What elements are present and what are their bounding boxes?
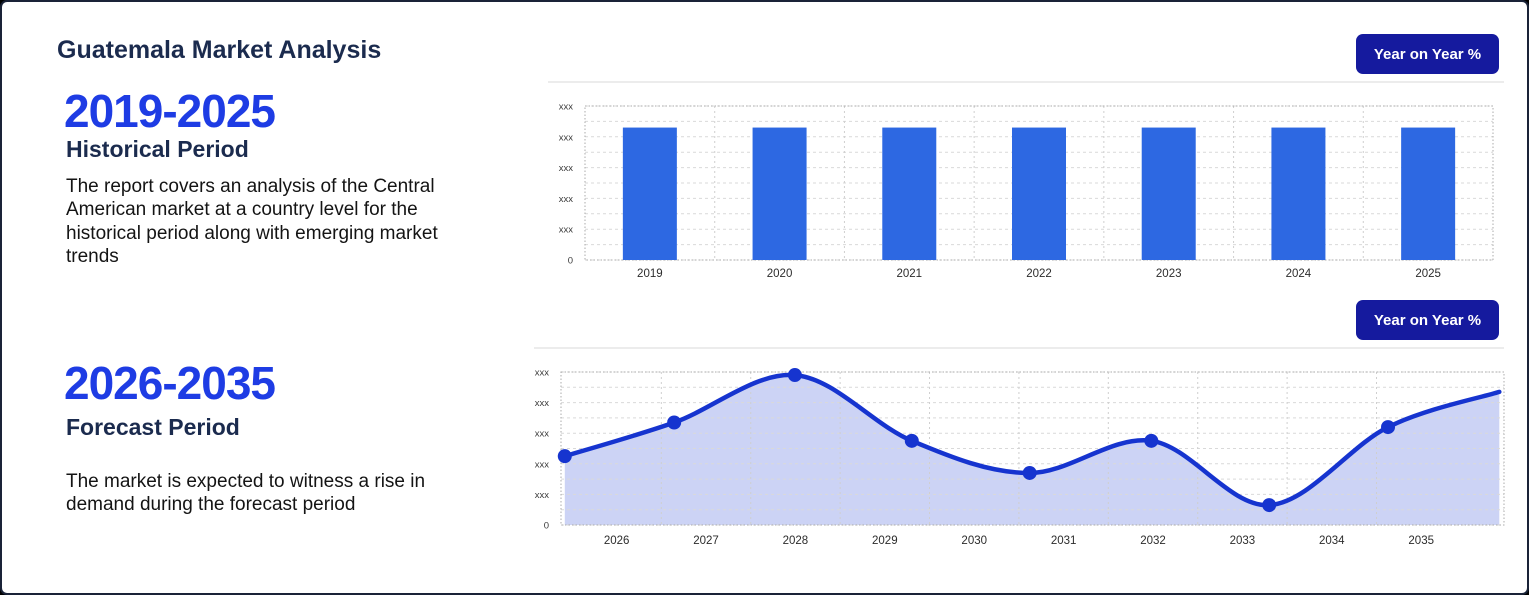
historical-divider bbox=[548, 81, 1504, 83]
y-tick-label: xxx bbox=[535, 429, 550, 440]
x-tick-label: 2034 bbox=[1319, 535, 1345, 547]
x-tick-label: 2023 bbox=[1156, 268, 1182, 280]
y-tick-label: xxx bbox=[559, 194, 574, 205]
x-tick-label: 2031 bbox=[1051, 535, 1077, 547]
bar-2023 bbox=[1141, 127, 1196, 260]
plot-border bbox=[560, 371, 1505, 526]
x-tick-label: 2030 bbox=[961, 535, 987, 547]
x-tick-label: 2019 bbox=[637, 268, 663, 280]
bar-2025 bbox=[1401, 127, 1456, 260]
y-tick-label: 0 bbox=[568, 256, 573, 267]
x-tick-label: 2032 bbox=[1140, 535, 1166, 547]
y-tick-label: xxx bbox=[535, 368, 550, 379]
forecast-year-on-year-button[interactable]: Year on Year % bbox=[1356, 300, 1499, 340]
x-tick-label: 2026 bbox=[604, 535, 630, 547]
x-tick-label: 2029 bbox=[872, 535, 898, 547]
forecast-period-label: Forecast Period bbox=[66, 414, 240, 440]
forecast-data-point bbox=[1262, 498, 1277, 513]
forecast-data-point bbox=[904, 433, 919, 448]
forecast-data-point bbox=[1381, 420, 1396, 435]
bar-2024 bbox=[1271, 127, 1326, 260]
forecast-area-fill bbox=[564, 374, 1500, 525]
y-tick-label: 0 bbox=[544, 521, 549, 532]
x-tick-label: 2035 bbox=[1408, 535, 1434, 547]
forecast-area-chart: xxx xxx xxx xxx xxx 0 2026 2027 2028 2029 2030 2031… bbox=[535, 368, 1505, 547]
forecast-description: The market is expected to witness a rise… bbox=[66, 471, 426, 516]
x-tick-label: 2022 bbox=[1026, 268, 1052, 280]
historical-year-on-year-button[interactable]: Year on Year % bbox=[1356, 34, 1499, 74]
x-tick-label: 2020 bbox=[767, 268, 793, 280]
forecast-data-point bbox=[667, 415, 682, 430]
forecast-divider bbox=[534, 347, 1504, 349]
x-tick-label: 2033 bbox=[1230, 535, 1256, 547]
y-tick-label: xxx bbox=[559, 163, 574, 174]
y-tick-label: xxx bbox=[535, 459, 550, 470]
bar-2022 bbox=[1012, 127, 1066, 260]
y-tick-label: xxx bbox=[535, 490, 550, 501]
historical-description: The report covers an analysis of the Cen… bbox=[66, 176, 438, 268]
y-tick-label: xxx bbox=[559, 225, 574, 236]
x-tick-label: 2021 bbox=[896, 268, 922, 280]
bar-2019 bbox=[622, 127, 677, 260]
x-tick-label: 2027 bbox=[693, 535, 719, 547]
x-tick-label: 2025 bbox=[1415, 268, 1441, 280]
x-tick-label: 2024 bbox=[1286, 268, 1312, 280]
forecast-year-range: 2026-2035 bbox=[64, 357, 276, 409]
forecast-data-point bbox=[787, 368, 802, 383]
x-tick-label: 2028 bbox=[783, 535, 809, 547]
y-tick-label: xxx bbox=[559, 132, 574, 143]
bar-2020 bbox=[752, 127, 807, 260]
historical-year-range: 2019-2025 bbox=[64, 85, 276, 137]
y-tick-label: xxx bbox=[559, 102, 574, 113]
historical-bar-chart: xxx xxx xxx xxx xxx 0 2019 2020 2021 2022 2023 2024… bbox=[559, 102, 1494, 280]
forecast-data-point bbox=[1022, 465, 1037, 480]
page-title: Guatemala Market Analysis bbox=[57, 36, 382, 64]
forecast-data-point bbox=[557, 449, 572, 464]
forecast-data-point bbox=[1144, 433, 1159, 448]
bar-2021 bbox=[882, 127, 937, 260]
y-tick-label: xxx bbox=[535, 398, 550, 409]
historical-period-label: Historical Period bbox=[66, 136, 249, 162]
